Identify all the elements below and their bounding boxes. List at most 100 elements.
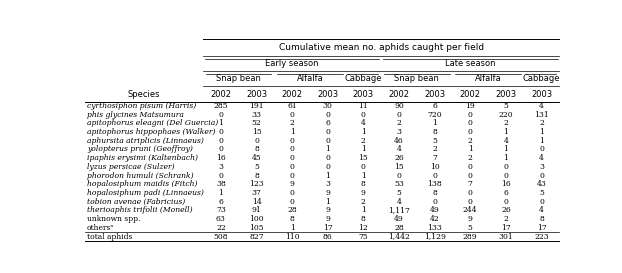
Text: 4: 4	[397, 146, 401, 153]
Text: 1: 1	[468, 146, 473, 153]
Text: 2002: 2002	[389, 90, 409, 99]
Text: 827: 827	[249, 233, 264, 241]
Text: 90: 90	[394, 102, 404, 110]
Text: 53: 53	[394, 180, 404, 188]
Text: 11: 11	[358, 102, 368, 110]
Text: 0: 0	[361, 111, 366, 119]
Text: 2003: 2003	[495, 90, 516, 99]
Text: 6: 6	[432, 102, 437, 110]
Text: 5: 5	[539, 189, 544, 197]
Text: 0: 0	[468, 198, 473, 206]
Text: 110: 110	[285, 233, 299, 241]
Text: 9: 9	[468, 215, 473, 223]
Text: 0: 0	[290, 189, 295, 197]
Text: 63: 63	[216, 215, 226, 223]
Text: tobion avenae (Fabricius): tobion avenae (Fabricius)	[87, 198, 185, 206]
Text: Alfalfa: Alfalfa	[475, 75, 501, 84]
Text: 1: 1	[432, 119, 437, 127]
Text: 46: 46	[394, 137, 404, 145]
Text: Cabbage: Cabbage	[345, 75, 382, 84]
Text: 17: 17	[501, 224, 511, 232]
Text: 1: 1	[503, 154, 508, 162]
Text: 0: 0	[218, 137, 223, 145]
Text: 28: 28	[287, 206, 297, 214]
Text: 15: 15	[252, 128, 261, 136]
Text: 1: 1	[503, 146, 508, 153]
Text: 75: 75	[358, 233, 368, 241]
Text: 1: 1	[325, 172, 330, 180]
Text: hopalosiphum padi (Linnaeus): hopalosiphum padi (Linnaeus)	[87, 189, 204, 197]
Text: 220: 220	[499, 111, 513, 119]
Text: 138: 138	[427, 180, 442, 188]
Text: 1: 1	[325, 198, 330, 206]
Text: 2: 2	[290, 119, 295, 127]
Text: 1,117: 1,117	[388, 206, 410, 214]
Text: 3: 3	[396, 128, 402, 136]
Text: 8: 8	[361, 180, 366, 188]
Text: 0: 0	[290, 111, 295, 119]
Text: 12: 12	[358, 224, 368, 232]
Text: 131: 131	[534, 111, 549, 119]
Text: 2003: 2003	[317, 90, 338, 99]
Text: 9: 9	[325, 189, 330, 197]
Text: othersᵃ: othersᵃ	[87, 224, 114, 232]
Text: 9: 9	[361, 189, 366, 197]
Text: 7: 7	[432, 154, 437, 162]
Text: 73: 73	[216, 206, 226, 214]
Text: 4: 4	[539, 102, 544, 110]
Text: 6: 6	[325, 119, 330, 127]
Text: 301: 301	[498, 233, 513, 241]
Text: 0: 0	[218, 172, 223, 180]
Text: 8: 8	[432, 189, 437, 197]
Text: 0: 0	[290, 146, 295, 153]
Text: 4: 4	[539, 206, 544, 214]
Text: 0: 0	[290, 172, 295, 180]
Text: 37: 37	[251, 189, 261, 197]
Text: 16: 16	[216, 154, 226, 162]
Text: 8: 8	[432, 128, 437, 136]
Text: 19: 19	[465, 102, 475, 110]
Text: Alfalfa: Alfalfa	[297, 75, 323, 84]
Text: 45: 45	[252, 154, 261, 162]
Text: 22: 22	[216, 224, 226, 232]
Text: 0: 0	[290, 198, 295, 206]
Text: 15: 15	[358, 154, 368, 162]
Text: 9: 9	[325, 215, 330, 223]
Text: lyzus persicae (Sulzer): lyzus persicae (Sulzer)	[87, 163, 175, 171]
Text: 91: 91	[252, 206, 261, 214]
Text: 14: 14	[252, 198, 261, 206]
Text: hopalosiphum maidis (Fitch): hopalosiphum maidis (Fitch)	[87, 180, 197, 188]
Text: 0: 0	[432, 198, 437, 206]
Text: yolopterus pruni (Geoffroy): yolopterus pruni (Geoffroy)	[87, 146, 193, 153]
Text: 5: 5	[254, 163, 259, 171]
Text: 2002: 2002	[460, 90, 481, 99]
Text: 3: 3	[325, 180, 330, 188]
Text: 4: 4	[361, 119, 366, 127]
Text: Late season: Late season	[445, 59, 496, 68]
Text: 0: 0	[503, 163, 508, 171]
Text: 8: 8	[254, 172, 259, 180]
Text: 289: 289	[463, 233, 478, 241]
Text: 61: 61	[287, 102, 297, 110]
Text: 4: 4	[397, 198, 401, 206]
Text: 1: 1	[218, 189, 223, 197]
Text: 8: 8	[539, 215, 544, 223]
Text: 2003: 2003	[246, 90, 267, 99]
Text: 0: 0	[468, 111, 473, 119]
Text: 0: 0	[539, 146, 544, 153]
Text: 0: 0	[503, 198, 508, 206]
Text: 1,129: 1,129	[424, 233, 445, 241]
Text: Species: Species	[128, 90, 160, 99]
Text: 10: 10	[430, 163, 440, 171]
Text: 0: 0	[397, 172, 401, 180]
Text: 1: 1	[361, 146, 366, 153]
Text: 0: 0	[539, 172, 544, 180]
Text: 123: 123	[249, 180, 264, 188]
Text: 1: 1	[361, 172, 366, 180]
Text: 49: 49	[394, 215, 404, 223]
Text: 1: 1	[539, 137, 544, 145]
Text: 3: 3	[539, 163, 544, 171]
Text: 2003: 2003	[531, 90, 552, 99]
Text: 8: 8	[290, 215, 295, 223]
Text: 2: 2	[361, 198, 366, 206]
